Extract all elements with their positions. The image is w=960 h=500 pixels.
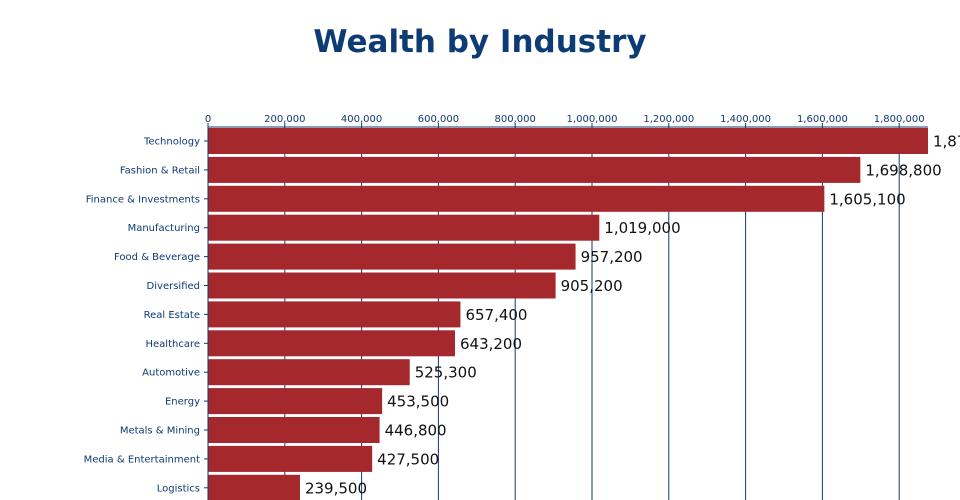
data-label: 1,019,000 xyxy=(604,219,680,237)
x-tick-label: 1,800,000 xyxy=(874,114,925,125)
category-label: Technology xyxy=(143,137,200,148)
bar xyxy=(208,359,410,386)
data-labels: 1,875,000 1,698,800 1,605,100 1,019,000 957,… xyxy=(305,133,960,498)
bar xyxy=(208,185,825,212)
bar xyxy=(208,388,383,415)
x-tick-label: 0 xyxy=(205,114,211,125)
category-label: Finance & Investments xyxy=(86,194,200,205)
data-label: 446,800 xyxy=(385,422,447,440)
category-label: Metals & Mining xyxy=(120,426,200,437)
bar xyxy=(208,156,861,183)
category-label: Energy xyxy=(165,397,200,408)
data-label: 239,500 xyxy=(305,479,367,497)
category-label: Manufacturing xyxy=(128,223,200,234)
x-tick-label: 1,000,000 xyxy=(567,114,618,125)
bar xyxy=(208,445,373,472)
bar xyxy=(208,214,600,241)
data-label: 427,500 xyxy=(377,450,439,468)
category-label: Logistics xyxy=(157,483,200,494)
x-tick-label: 1,400,000 xyxy=(720,114,771,125)
bar xyxy=(208,330,455,357)
category-label: Real Estate xyxy=(144,310,200,321)
category-label: Food & Beverage xyxy=(114,252,200,263)
x-tick-label: 1,200,000 xyxy=(643,114,694,125)
data-label: 1,875,000 xyxy=(933,133,960,151)
x-tick-label: 600,000 xyxy=(418,114,459,125)
category-label: Fashion & Retail xyxy=(120,165,200,176)
data-label: 1,605,100 xyxy=(829,190,905,208)
bar xyxy=(208,474,300,500)
bar xyxy=(208,272,556,299)
data-label: 1,698,800 xyxy=(865,161,941,179)
category-label: Media & Entertainment xyxy=(84,454,200,465)
y-axis: Technology Fashion & Retail Finance & Inve… xyxy=(84,127,209,500)
bar xyxy=(208,301,461,328)
x-axis: 0 200,000 400,000 600,000 800,000 1,000,000 1,… xyxy=(205,114,928,128)
bar xyxy=(208,243,576,270)
data-label: 643,200 xyxy=(460,335,522,353)
data-label: 453,500 xyxy=(387,393,449,411)
bars xyxy=(208,128,928,500)
data-label: 905,200 xyxy=(561,277,623,295)
data-label: 525,300 xyxy=(415,364,477,382)
x-tick-label: 1,600,000 xyxy=(797,114,848,125)
data-label: 957,200 xyxy=(581,248,643,266)
chart-title: Wealth by Industry xyxy=(313,24,647,60)
bar xyxy=(208,417,380,443)
category-label: Healthcare xyxy=(145,339,200,350)
x-tick-label: 800,000 xyxy=(495,114,536,125)
x-tick-label: 200,000 xyxy=(264,114,305,125)
bar xyxy=(208,128,928,154)
category-label: Diversified xyxy=(147,281,200,292)
category-label: Automotive xyxy=(142,368,200,379)
data-label: 657,400 xyxy=(465,306,527,324)
x-tick-label: 400,000 xyxy=(341,114,382,125)
